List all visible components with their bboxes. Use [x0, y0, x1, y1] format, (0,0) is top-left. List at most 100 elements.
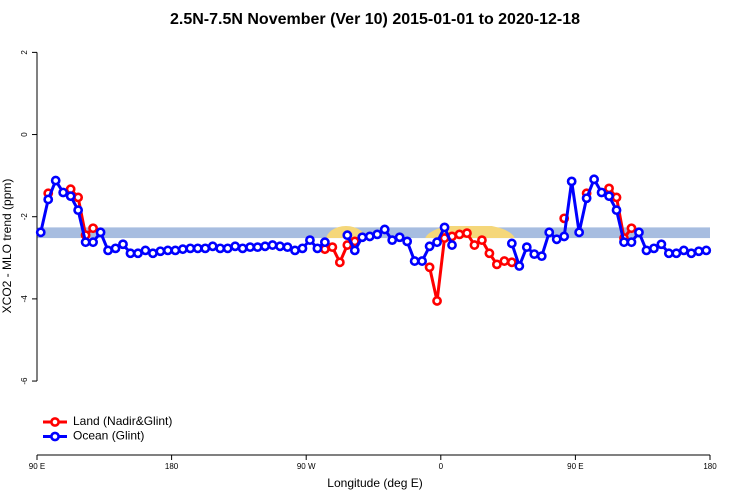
data-point: [170, 245, 181, 256]
data-point: [529, 249, 540, 260]
data-point: [566, 176, 577, 187]
data-point: [43, 194, 54, 205]
data-point: [215, 243, 226, 254]
y-axis-label: XCO2 - MLO trend (ppm): [0, 179, 14, 314]
data-point: [686, 248, 697, 259]
data-point: [409, 256, 420, 266]
data-point: [678, 245, 689, 256]
data-point: [334, 257, 345, 268]
data-point: [140, 245, 151, 256]
data-point: [379, 224, 390, 235]
data-point: [454, 229, 465, 240]
data-point: [506, 238, 517, 249]
data-point: [192, 243, 203, 254]
data-point: [305, 235, 315, 246]
data-point: [342, 230, 353, 241]
data-point: [35, 227, 46, 238]
data-point: [701, 245, 712, 256]
data-point: [649, 243, 659, 254]
data-point: [402, 236, 413, 247]
data-point: [364, 231, 375, 242]
data-point: [222, 243, 233, 254]
data-point: [88, 223, 98, 234]
data-point: [469, 240, 480, 250]
data-point: [596, 187, 607, 198]
data-point: [477, 235, 487, 246]
data-point: [133, 248, 143, 259]
data-point: [118, 239, 128, 250]
data-point: [267, 240, 278, 250]
data-point: [252, 242, 263, 253]
data-point: [462, 228, 472, 239]
legend-marker: [50, 417, 60, 427]
data-point: [506, 257, 517, 268]
data-point: [551, 234, 562, 245]
data-point: [604, 191, 614, 202]
data-point: [619, 237, 629, 248]
data-point: [663, 248, 674, 259]
data-point: [514, 261, 525, 271]
data-point: [177, 244, 188, 255]
data-point: [88, 237, 98, 248]
data-point: [73, 192, 84, 203]
data-point: [581, 193, 592, 204]
data-point: [634, 227, 644, 238]
data-point: [155, 246, 166, 257]
data-point: [162, 245, 173, 256]
data-point: [641, 245, 652, 256]
data-point: [290, 245, 300, 256]
y-tick-label: -2: [20, 213, 29, 221]
data-point: [65, 191, 76, 202]
data-point: [275, 241, 285, 252]
data-point: [297, 243, 308, 254]
data-point: [521, 242, 532, 253]
x-axis-label: Longitude (deg E): [327, 476, 422, 490]
data-point: [559, 231, 570, 242]
data-point: [237, 243, 248, 254]
x-tick-label: 180: [703, 462, 717, 471]
data-point: [58, 187, 69, 198]
data-point: [50, 175, 61, 186]
y-tick-label: -4: [20, 295, 29, 303]
data-point: [604, 183, 614, 194]
data-point: [103, 245, 113, 256]
data-point: [439, 222, 450, 233]
data-point: [432, 296, 442, 306]
data-point: [626, 223, 637, 234]
chart-title: 2.5N-7.5N November (Ver 10) 2015-01-01 t…: [170, 11, 580, 28]
data-point: [387, 235, 398, 246]
data-point: [417, 256, 428, 266]
data-point: [693, 246, 704, 257]
data-point: [536, 251, 547, 262]
data-point: [394, 232, 405, 243]
data-point: [185, 243, 196, 254]
data-point: [319, 237, 330, 248]
data-point: [372, 229, 383, 240]
data-point: [611, 205, 622, 216]
data-point: [95, 227, 106, 238]
data-point: [447, 240, 457, 250]
data-point: [349, 245, 360, 256]
data-point: [207, 241, 218, 252]
x-tick-label: 90 E: [29, 462, 45, 471]
data-point: [125, 248, 136, 259]
data-point: [73, 205, 84, 216]
data-point: [148, 248, 158, 259]
data-point: [110, 243, 121, 254]
data-point: [312, 243, 323, 254]
data-point: [357, 232, 368, 243]
data-point: [200, 243, 211, 254]
y-tick-label: 0: [20, 132, 29, 137]
data-point: [626, 237, 637, 248]
data-point: [544, 227, 555, 238]
data-point: [589, 174, 599, 185]
y-tick-label: 2: [20, 50, 29, 55]
data-point: [499, 256, 510, 266]
y-tick-label: -6: [20, 377, 29, 385]
data-point: [611, 192, 622, 203]
data-point: [656, 239, 667, 250]
legend-label: Land (Nadir&Glint): [73, 414, 172, 428]
legend-label: Ocean (Glint): [73, 429, 144, 443]
